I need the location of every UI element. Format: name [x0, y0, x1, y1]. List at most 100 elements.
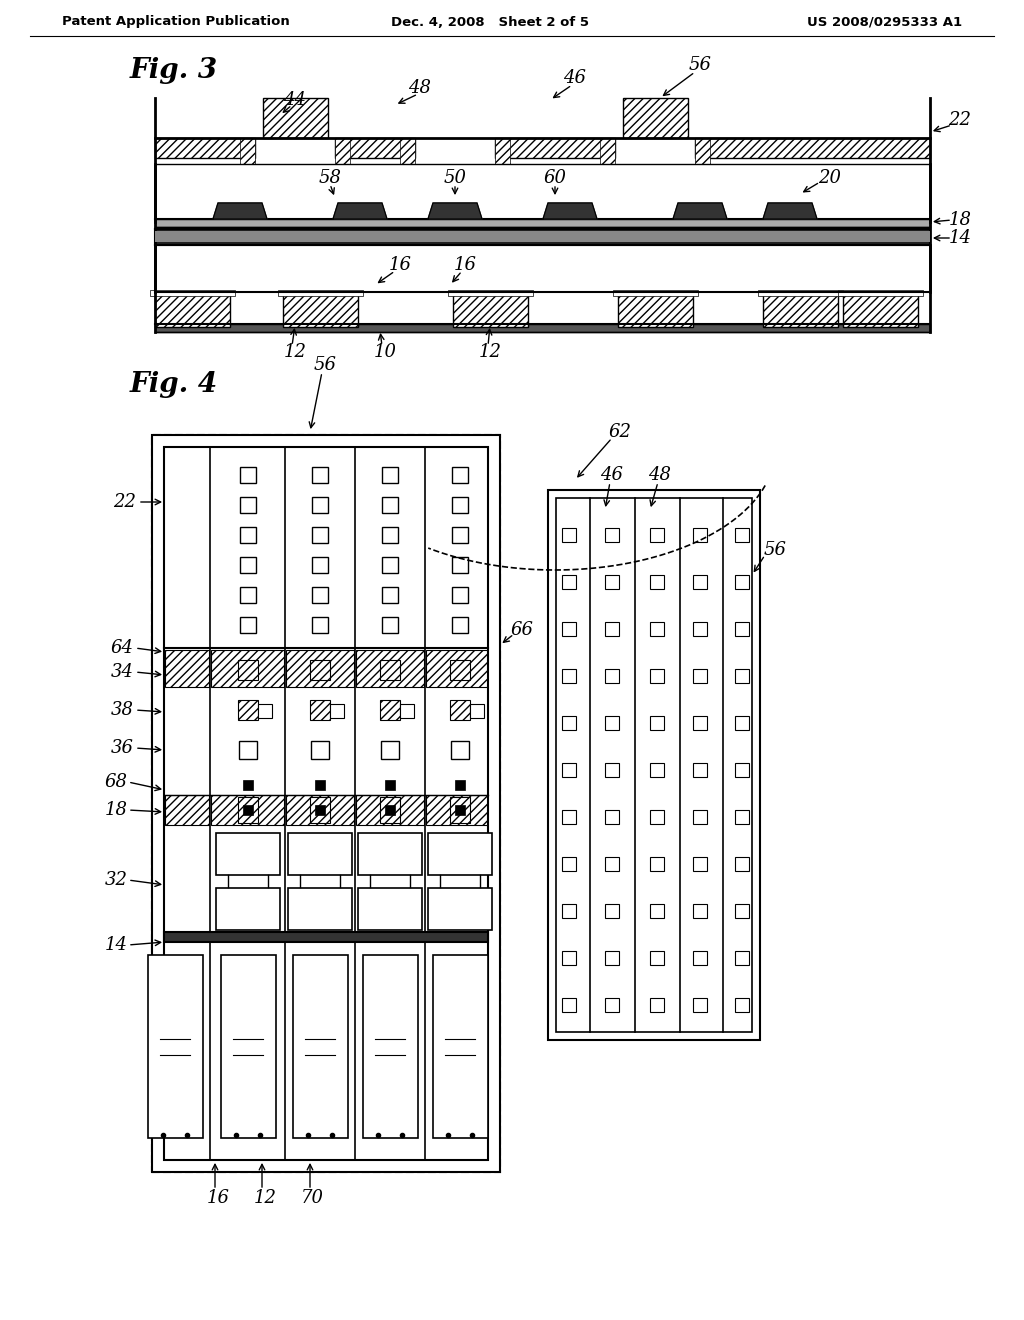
Bar	[449, 290, 534, 296]
Bar	[312, 587, 328, 603]
Bar	[650, 904, 664, 917]
Bar	[735, 576, 749, 589]
Bar	[155, 139, 255, 158]
Bar	[155, 292, 230, 327]
Bar	[155, 231, 930, 242]
Text: 36: 36	[111, 739, 133, 756]
Bar	[455, 780, 465, 789]
Bar	[400, 704, 414, 718]
Bar	[450, 660, 470, 680]
Bar	[382, 467, 398, 483]
Polygon shape	[763, 203, 817, 219]
Bar	[382, 527, 398, 543]
Bar	[650, 622, 664, 636]
Polygon shape	[543, 203, 597, 219]
Text: 68: 68	[104, 774, 128, 791]
Bar	[693, 857, 707, 871]
Bar	[385, 780, 395, 789]
Text: Fig. 3: Fig. 3	[130, 57, 218, 83]
Bar	[382, 587, 398, 603]
Bar	[735, 669, 749, 682]
Bar	[495, 139, 615, 158]
Bar	[380, 700, 400, 719]
Bar	[605, 763, 618, 777]
Text: 22: 22	[948, 111, 972, 129]
Text: 44: 44	[284, 91, 306, 110]
Bar	[380, 797, 400, 822]
Bar	[310, 700, 330, 719]
Bar	[623, 98, 688, 139]
Bar	[240, 587, 256, 603]
Bar	[605, 669, 618, 682]
Bar	[605, 576, 618, 589]
Bar	[426, 649, 487, 686]
Bar	[155, 219, 930, 227]
Polygon shape	[673, 203, 727, 219]
Bar	[562, 715, 575, 730]
Text: 58: 58	[318, 169, 341, 187]
Bar	[211, 649, 284, 686]
Bar	[358, 888, 422, 931]
Bar	[400, 139, 415, 164]
Text: 12: 12	[284, 343, 306, 360]
Bar	[382, 616, 398, 634]
Bar	[238, 660, 258, 680]
Bar	[312, 467, 328, 483]
Bar	[562, 669, 575, 682]
Bar	[452, 616, 468, 634]
Bar	[312, 557, 328, 573]
Bar	[562, 576, 575, 589]
Bar	[211, 795, 284, 825]
Bar	[693, 622, 707, 636]
Bar	[382, 557, 398, 573]
Text: 56: 56	[688, 55, 712, 74]
Bar	[605, 950, 618, 965]
Bar	[693, 998, 707, 1012]
Bar	[693, 576, 707, 589]
Bar	[758, 290, 843, 296]
Text: 16: 16	[454, 256, 476, 275]
Bar	[562, 950, 575, 965]
Bar	[238, 797, 258, 822]
Bar	[455, 805, 465, 814]
Bar	[650, 528, 664, 543]
Bar	[428, 888, 492, 931]
Bar	[693, 669, 707, 682]
Bar	[381, 741, 399, 759]
Bar	[426, 795, 487, 825]
Text: Patent Application Publication: Patent Application Publication	[62, 16, 290, 29]
Bar	[310, 797, 330, 822]
Bar	[315, 805, 325, 814]
Bar	[311, 741, 329, 759]
Text: 20: 20	[818, 169, 842, 187]
Text: Fig. 4: Fig. 4	[130, 371, 218, 399]
Text: 62: 62	[608, 422, 632, 441]
Text: 22: 22	[114, 492, 136, 511]
Bar	[693, 763, 707, 777]
Bar	[650, 857, 664, 871]
Bar	[221, 954, 276, 1138]
Text: 56: 56	[313, 356, 337, 374]
Text: 10: 10	[374, 343, 396, 360]
Bar	[240, 527, 256, 543]
Bar	[556, 498, 752, 1032]
Bar	[693, 950, 707, 965]
Bar	[495, 139, 510, 164]
Text: 60: 60	[544, 169, 566, 187]
Bar	[843, 292, 918, 327]
Polygon shape	[213, 203, 267, 219]
Bar	[288, 833, 352, 875]
Bar	[164, 447, 488, 1160]
Bar	[650, 576, 664, 589]
Bar	[650, 810, 664, 824]
Bar	[735, 715, 749, 730]
Bar	[312, 527, 328, 543]
Bar	[650, 950, 664, 965]
Text: 38: 38	[111, 701, 133, 719]
Bar	[452, 557, 468, 573]
Bar	[216, 833, 280, 875]
Bar	[650, 715, 664, 730]
Bar	[335, 139, 350, 164]
Text: 32: 32	[104, 871, 128, 888]
Bar	[452, 467, 468, 483]
